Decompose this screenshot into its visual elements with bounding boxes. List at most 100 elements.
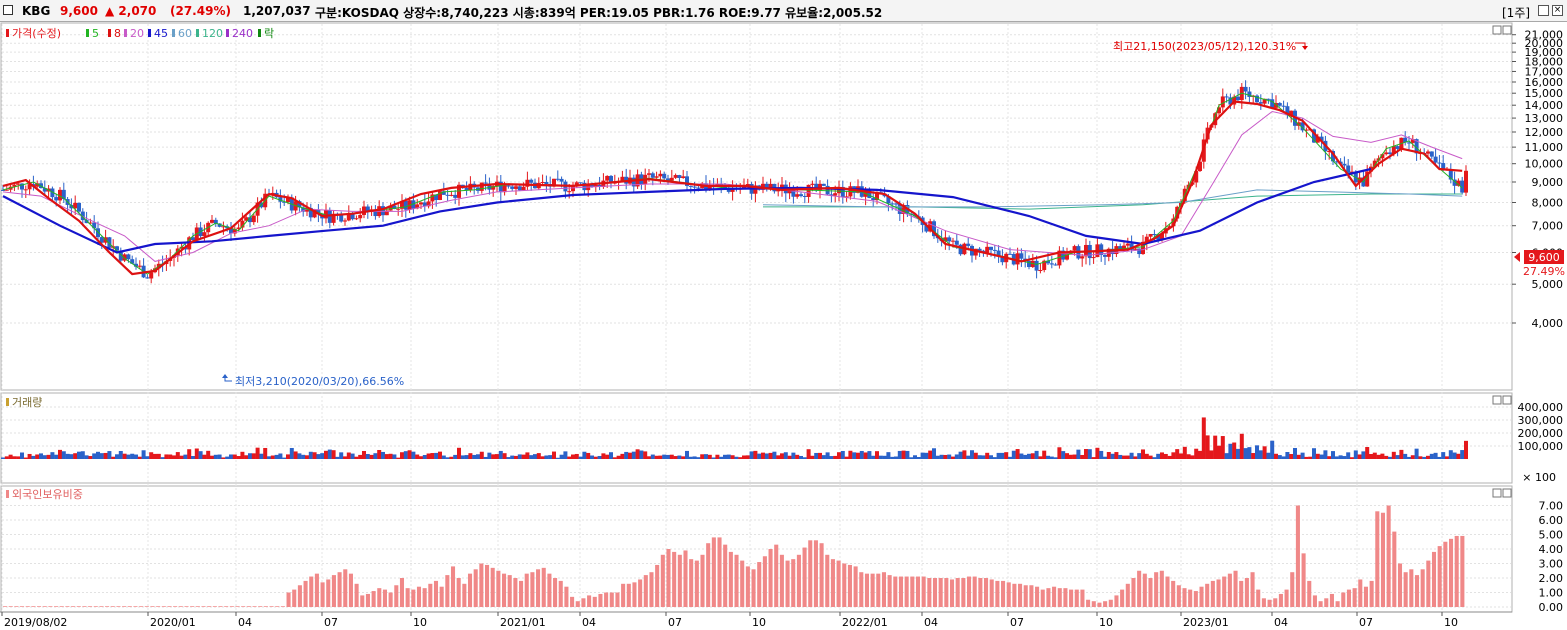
volume-bar	[666, 454, 670, 459]
volume-bar	[468, 453, 473, 459]
close-icon[interactable]: ×	[1552, 5, 1563, 16]
foreign-holding-bar	[82, 606, 87, 607]
foreign-holding-bar	[445, 575, 450, 607]
candle-body	[544, 181, 549, 185]
foreign-holding-bar	[547, 573, 552, 607]
volume-bar	[449, 456, 454, 459]
volume-bar	[707, 454, 712, 459]
foreign-panel-close-icon[interactable]	[1502, 488, 1512, 498]
volume-bar	[1350, 457, 1354, 459]
price-tick-label: 4,000	[1532, 317, 1564, 330]
volume-bar	[1239, 433, 1244, 459]
foreign-holding-bar	[320, 582, 325, 607]
candle-body	[69, 204, 74, 209]
foreign-holding-bar	[524, 573, 529, 607]
volume-bar	[821, 455, 826, 459]
candle-body	[1091, 257, 1096, 259]
period-button[interactable]: [1주]	[1502, 6, 1531, 20]
candle-body	[88, 222, 93, 224]
foreign-holding-bar	[615, 592, 620, 607]
foreign-holding-bar	[961, 578, 966, 607]
candle-body	[202, 232, 207, 237]
current-price: 9,600	[60, 4, 98, 18]
candle-body	[681, 176, 686, 179]
foreign-holding-bar	[1029, 585, 1034, 607]
select-checkbox[interactable]	[3, 5, 13, 15]
volume-bar	[571, 454, 575, 459]
foreign-tick-label: 3.00	[1539, 558, 1564, 571]
volume-panel-close-icon[interactable]	[1502, 395, 1512, 405]
candle-body	[251, 215, 256, 223]
volume-bar	[776, 455, 781, 459]
volume-bar	[1247, 447, 1252, 459]
foreign-holding-bar	[1074, 589, 1079, 607]
volume-bar	[1448, 450, 1453, 459]
candle-body	[396, 208, 401, 210]
candle-body	[248, 217, 252, 223]
volume-bar	[430, 453, 435, 459]
candle-body	[1319, 136, 1324, 141]
volume-bar	[593, 456, 598, 459]
candle-body	[23, 189, 28, 191]
candle-body	[688, 185, 693, 187]
price-panel-restore-icon[interactable]	[1492, 25, 1502, 35]
candle-body	[840, 186, 845, 198]
volume-bar	[563, 451, 568, 459]
foreign-holding-bar	[1063, 588, 1068, 607]
foreign-holding-bar	[1250, 572, 1255, 607]
volume-bar	[415, 454, 420, 459]
candle-body	[932, 221, 936, 237]
candle-body	[1380, 154, 1385, 159]
volume-bar	[1258, 450, 1263, 459]
foreign-holding-bar	[371, 591, 376, 607]
volume-bar	[1274, 453, 1278, 459]
volume-bar	[27, 453, 32, 459]
volume-panel-restore-icon[interactable]	[1492, 395, 1502, 405]
volume-bar	[1205, 435, 1210, 459]
candle-body	[1391, 146, 1396, 154]
foreign-holding-bar	[224, 606, 229, 607]
foreign-panel-restore-icon[interactable]	[1492, 488, 1502, 498]
foreign-holding-bar	[252, 606, 257, 607]
volume-bar	[58, 449, 62, 459]
foreign-holding-bar	[819, 543, 824, 607]
foreign-holding-bar	[258, 606, 263, 607]
foreign-holding-bar	[921, 576, 926, 607]
volume-bar	[1323, 450, 1328, 459]
restore-icon[interactable]	[1538, 5, 1549, 16]
volume-bar	[282, 457, 287, 459]
volume-legend: 거래량	[6, 396, 42, 409]
x-tick-label: 04	[238, 616, 252, 629]
volume-bar	[1103, 456, 1107, 459]
volume-bar	[1380, 453, 1385, 459]
volume-bar	[377, 449, 382, 459]
foreign-holding-bar	[649, 572, 654, 607]
foreign-holding-bar	[768, 549, 773, 607]
price-panel-close-icon[interactable]	[1502, 25, 1512, 35]
volume-bar	[1080, 454, 1085, 459]
volume-bar	[514, 455, 518, 459]
volume-bar	[225, 456, 230, 459]
candle-body	[514, 186, 518, 189]
candle-body	[1395, 146, 1400, 149]
volume-bar	[1106, 451, 1111, 459]
stock-chart[interactable]: 4,0005,0006,0007,0008,0009,00010,00011,0…	[0, 22, 1567, 630]
candle-body	[354, 218, 359, 220]
volume-bar	[221, 457, 226, 459]
foreign-holding-bar	[1114, 595, 1119, 607]
candle-body	[73, 202, 78, 209]
foreign-holding-bar	[1335, 601, 1340, 607]
volume-bar	[1399, 449, 1404, 459]
foreign-holding-bar	[139, 606, 144, 607]
candle-body	[791, 190, 796, 197]
candle-body	[301, 207, 306, 212]
legend-ma120: 120	[202, 27, 223, 40]
volume-bar	[1213, 435, 1218, 459]
foreign-holding-bar	[1239, 580, 1244, 607]
foreign-holding-bar	[604, 592, 609, 607]
candle-body	[696, 187, 701, 189]
volume-bar	[335, 456, 340, 459]
volume-bar	[1065, 453, 1069, 459]
candle-body	[498, 181, 503, 193]
candle-body	[829, 194, 834, 196]
